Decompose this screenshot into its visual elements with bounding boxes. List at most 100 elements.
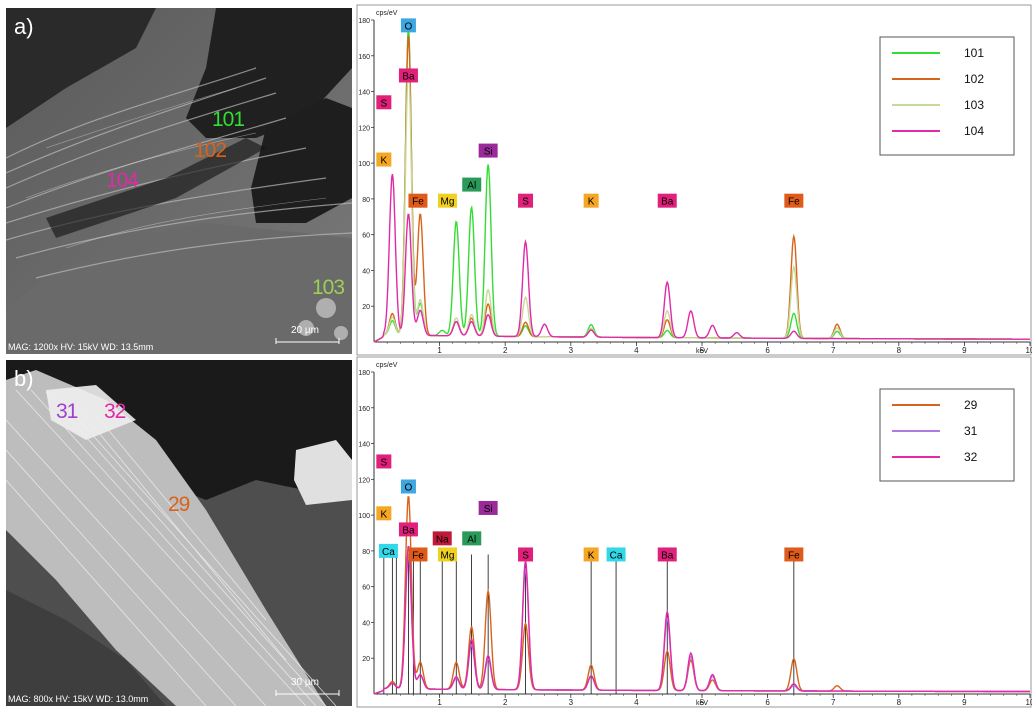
element-label-o: O <box>400 18 416 33</box>
element-label-s: S <box>376 95 392 110</box>
svg-text:Ba: Ba <box>402 525 415 536</box>
scale-bar-label-a: 20 µm <box>291 325 319 336</box>
x-tick-label: 9 <box>962 346 967 355</box>
x-tick-label: 5 <box>700 346 705 355</box>
y-tick-label: 160 <box>358 54 370 61</box>
x-tick-label: 5 <box>700 698 705 707</box>
spot-label-101: 101 <box>212 108 245 131</box>
element-label-fe: Fe <box>408 547 428 562</box>
svg-text:O: O <box>405 21 413 32</box>
x-tick-label: 10 <box>1026 698 1032 707</box>
sem-info-b: MAG: 800x HV: 15kV WD: 13.0mm <box>8 694 149 704</box>
element-label-k: K <box>376 152 392 167</box>
sem-texture-b <box>6 360 352 706</box>
legend-entry: 29 <box>964 398 978 412</box>
svg-text:Al: Al <box>467 534 476 545</box>
y-tick-label: 20 <box>362 656 370 663</box>
spot-label-29: 29 <box>168 493 190 516</box>
y-tick-label: 120 <box>358 125 370 132</box>
spot-label-31: 31 <box>56 400 78 423</box>
panel-letter-b: b) <box>14 366 34 391</box>
y-tick-label: 80 <box>362 549 370 556</box>
series-line-104 <box>373 173 1030 343</box>
svg-text:S: S <box>522 197 529 208</box>
y-tick-label: 160 <box>358 406 370 413</box>
element-label-fe: Fe <box>408 193 428 208</box>
element-label-ba: Ba <box>657 193 677 208</box>
scale-bar-label-b: 30 µm <box>291 677 319 688</box>
svg-text:Fe: Fe <box>412 550 424 561</box>
svg-text:K: K <box>588 197 595 208</box>
svg-text:S: S <box>522 550 529 561</box>
y-tick-label: 60 <box>362 233 370 240</box>
svg-text:Ca: Ca <box>610 550 623 561</box>
x-tick-label: 1 <box>437 698 442 707</box>
eds-spectrum-b: cps/eV keV 1 2 3 4 5 6 7 8 9 10 20 40 60 80 100 120 140 160… <box>356 356 1032 708</box>
x-tick-label: 3 <box>569 346 574 355</box>
spot-label-102: 102 <box>194 139 227 162</box>
eds-spectrum-a: cps/eV keV 1 2 3 4 5 6 7 8 9 10 20 40 60 80 100 120 140 160… <box>356 4 1032 356</box>
y-tick-label: 140 <box>358 90 370 97</box>
legend-entry: 31 <box>964 424 978 438</box>
svg-text:K: K <box>588 550 595 561</box>
legend-entry: 101 <box>964 46 984 60</box>
svg-text:Al: Al <box>467 181 476 192</box>
y-tick-label: 80 <box>362 197 370 204</box>
sem-texture-a <box>6 8 352 354</box>
spot-label-104: 104 <box>106 169 139 192</box>
element-label-mg: Mg <box>437 547 457 562</box>
x-tick-label: 8 <box>897 698 902 707</box>
eds-spectrum-b-svg: cps/eV keV 1 2 3 4 5 6 7 8 9 10 20 40 60 80 100 120 140 160… <box>356 356 1032 708</box>
legend-entry: 102 <box>964 72 984 86</box>
spot-label-32: 32 <box>104 400 126 423</box>
svg-text:Ba: Ba <box>402 71 415 82</box>
y-tick-label: 20 <box>362 304 370 311</box>
svg-text:Si: Si <box>484 147 493 158</box>
x-tick-label: 7 <box>831 346 836 355</box>
x-tick-label: 3 <box>569 698 574 707</box>
legend-entry: 103 <box>964 98 984 112</box>
element-label-k: K <box>583 547 599 562</box>
y-tick-label: 40 <box>362 268 370 275</box>
svg-text:O: O <box>405 482 413 493</box>
x-tick-label: 2 <box>503 698 508 707</box>
x-tick-label: 10 <box>1026 346 1032 355</box>
y-tick-label: 140 <box>358 442 370 449</box>
element-label-s: S <box>376 454 392 469</box>
x-tick-label: 6 <box>765 698 770 707</box>
y-tick-label: 100 <box>358 161 370 168</box>
element-label-fe: Fe <box>784 193 804 208</box>
legend-entry: 104 <box>964 124 984 138</box>
x-tick-label: 2 <box>503 346 508 355</box>
svg-text:K: K <box>381 509 388 520</box>
x-tick-label: 6 <box>765 346 770 355</box>
x-axis-label: keV <box>696 700 708 707</box>
svg-text:Fe: Fe <box>788 197 800 208</box>
element-label-ca: Ca <box>606 547 626 562</box>
spot-label-103: 103 <box>312 276 345 299</box>
y-tick-label: 40 <box>362 620 370 627</box>
svg-text:Si: Si <box>484 504 493 515</box>
y-axis-label: cps/eV <box>376 10 398 17</box>
y-tick-label: 60 <box>362 585 370 592</box>
svg-text:S: S <box>381 98 388 109</box>
svg-text:Na: Na <box>436 534 449 545</box>
element-label-k: K <box>583 193 599 208</box>
x-tick-label: 8 <box>897 346 902 355</box>
panel-letter-a: a) <box>14 14 34 39</box>
element-label-s: S <box>518 193 534 208</box>
x-axis-label: keV <box>696 348 708 355</box>
element-label-al: Al <box>462 531 482 546</box>
svg-text:S: S <box>381 457 388 468</box>
x-tick-label: 7 <box>831 698 836 707</box>
svg-text:Ca: Ca <box>382 547 395 558</box>
legend: 101 102 103 104 <box>879 36 1015 156</box>
svg-text:Fe: Fe <box>412 197 424 208</box>
element-label-ba: Ba <box>657 547 677 562</box>
element-label-k: K <box>376 506 392 521</box>
x-tick-label: 4 <box>634 698 639 707</box>
y-tick-label: 100 <box>358 513 370 520</box>
element-label-mg: Mg <box>437 193 457 208</box>
sem-image-a: a) 20 µm MAG: 1200x HV: 15kV WD: 13.5mm … <box>6 8 352 354</box>
sem-image-b: b) 30 µm MAG: 800x HV: 15kV WD: 13.0mm 3… <box>6 360 352 706</box>
